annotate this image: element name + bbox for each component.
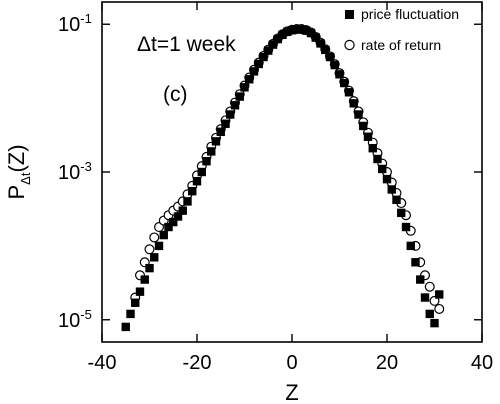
svg-text:PΔt(Z): PΔt(Z) [4,144,33,199]
x-tick-labels: -40 -20 0 20 40 [88,352,494,374]
x-tick-label: 20 [376,352,398,374]
legend-label-price-fluctuation: price fluctuation [361,6,459,22]
y-tick-label: 10-1 [58,11,92,36]
legend-marker-price-fluctuation [345,10,354,19]
data-point-price-fluctuation [302,26,311,35]
data-point-price-fluctuation [425,309,434,319]
data-point-price-fluctuation [340,78,349,88]
data-point-price-fluctuation [278,30,287,39]
x-tick-label: -40 [88,352,117,374]
data-point-price-fluctuation [150,253,159,262]
y-tick-labels: 10-1 10-3 10-5 [58,11,92,332]
data-point-price-fluctuation [311,33,320,42]
data-point-price-fluctuation [359,121,368,131]
data-point-price-fluctuation [249,67,259,76]
data-point-price-fluctuation [430,318,439,328]
data-point-price-fluctuation [259,52,268,62]
y-tick-label: 10-5 [58,307,92,332]
y-axis-label-tail: (Z) [4,144,29,172]
data-point-price-fluctuation [135,287,145,296]
x-tick-label: 40 [471,352,493,374]
data-point-price-fluctuation [292,25,301,34]
data-point-price-fluctuation [287,26,297,35]
x-axis-label: Z [285,380,298,404]
data-point-price-fluctuation [235,92,244,101]
series-price-fluctuation [121,25,444,332]
data-point-price-fluctuation [268,40,278,49]
y-axis-label-sub: Δt [18,172,33,185]
data-point-rate-of-return [429,295,440,306]
data-point-price-fluctuation [325,52,335,62]
data-point-price-fluctuation [378,164,387,174]
data-point-price-fluctuation [131,298,140,307]
data-point-rate-of-return [424,281,435,292]
data-point-price-fluctuation [335,70,344,79]
data-point-price-fluctuation [240,83,249,92]
data-point-price-fluctuation [211,137,221,146]
data-point-price-fluctuation [321,45,330,55]
legend: price fluctuation rate of return [344,6,459,53]
data-point-price-fluctuation [188,186,197,196]
data-point-price-fluctuation [420,293,430,302]
data-point-price-fluctuation [382,174,392,184]
data-point-price-fluctuation [154,241,164,251]
data-point-price-fluctuation [273,34,282,44]
data-point-price-fluctuation [230,101,240,110]
data-point-price-fluctuation [297,25,306,34]
data-point-price-fluctuation [363,132,373,141]
data-point-price-fluctuation [401,222,411,232]
data-point-rate-of-return [434,303,445,314]
data-point-price-fluctuation [344,88,354,97]
data-point-price-fluctuation [283,27,292,37]
data-point-price-fluctuation [349,99,358,108]
data-point-price-fluctuation [264,46,273,55]
data-point-price-fluctuation [178,206,187,215]
data-point-price-fluctuation [145,263,154,273]
y-axis-label: PΔt(Z) [4,144,33,199]
data-point-price-fluctuation [192,177,202,186]
data-point-price-fluctuation [140,275,149,284]
data-point-price-fluctuation [397,208,406,218]
data-point-price-fluctuation [392,195,401,205]
data-point-price-fluctuation [330,60,339,70]
series-rate-of-return [130,24,445,314]
data-point-price-fluctuation [164,222,173,232]
data-point-price-fluctuation [121,322,130,332]
axis-ticks [101,2,483,342]
x-tick-label: -20 [183,352,212,374]
data-point-price-fluctuation [173,212,183,221]
data-point-price-fluctuation [202,157,211,166]
data-point-price-fluctuation [373,154,382,164]
timescale-annotation: Δt=1 week [137,33,236,56]
legend-marker-rate-of-return [344,39,355,51]
data-point-price-fluctuation [435,290,444,299]
y-tick-label: 10-3 [58,159,92,184]
data-point-price-fluctuation [406,241,415,251]
data-point-price-fluctuation [416,275,425,284]
data-point-price-fluctuation [254,59,263,69]
data-point-price-fluctuation [197,167,206,177]
data-point-price-fluctuation [159,230,168,240]
data-point-price-fluctuation [221,119,230,128]
data-point-price-fluctuation [368,143,377,153]
data-point-price-fluctuation [126,309,135,319]
data-point-price-fluctuation [226,110,235,119]
data-point-price-fluctuation [245,75,254,84]
data-point-price-fluctuation [354,110,363,119]
data-point-price-fluctuation [306,28,316,38]
data-point-price-fluctuation [207,147,216,156]
data-point-price-fluctuation [411,258,420,267]
y-axis-label-main: P [4,185,29,200]
data-point-price-fluctuation [387,185,396,194]
x-tick-label: 0 [286,352,297,374]
legend-label-rate-of-return: rate of return [361,37,441,53]
data-point-price-fluctuation [183,197,192,206]
panel-label: (c) [163,83,188,106]
data-point-rate-of-return [149,232,160,243]
data-point-price-fluctuation [316,39,325,48]
data-point-price-fluctuation [169,217,178,227]
data-point-price-fluctuation [216,127,225,137]
data-point-rate-of-return [144,244,155,255]
